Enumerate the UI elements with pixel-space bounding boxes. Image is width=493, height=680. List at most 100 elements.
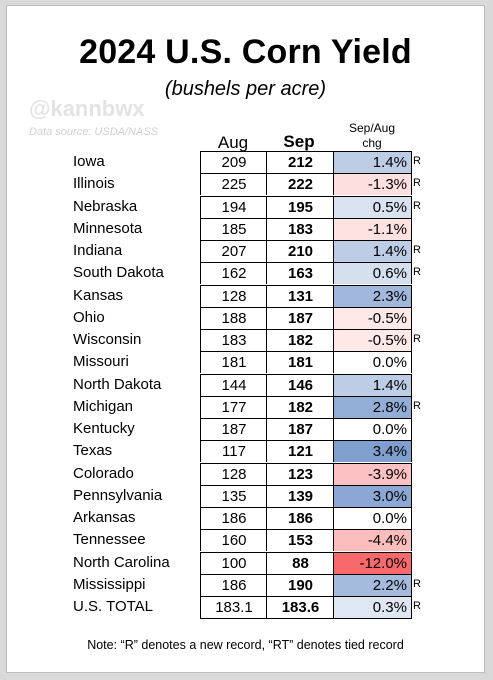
state-label: South Dakota [73, 264, 164, 282]
sep-yield-cell: 88 [266, 551, 334, 574]
state-label: Michigan [73, 397, 134, 415]
state-label: Wisconsin [73, 331, 142, 348]
change-cell: 0.0% [333, 418, 412, 440]
table-row: North Dakota 144 146 1.4% [7, 373, 486, 396]
sep-yield-cell: 183 [266, 217, 334, 240]
change-cell: 2.3% [333, 284, 412, 307]
state-label: Nebraska [73, 197, 138, 215]
sep-yield-cell: 187 [266, 306, 334, 329]
change-cell: 1.4% [333, 373, 412, 396]
aug-yield-cell: 100 [200, 551, 267, 574]
aug-yield-cell: 209 [200, 151, 267, 173]
table-row: Illinois 225 222 -1.3% R [7, 173, 486, 196]
aug-yield-cell: 181 [200, 351, 267, 374]
aug-yield-cell: 183.1 [200, 596, 267, 618]
change-cell: -4.4% [333, 529, 412, 552]
aug-yield-cell: 186 [200, 573, 267, 596]
state-label: Minnesota [73, 219, 143, 237]
record-flag: R [413, 600, 421, 612]
table-row: Pennsylvania 135 139 3.0% [7, 484, 486, 507]
state-label: North Dakota [73, 375, 162, 393]
sep-yield-cell: 182 [266, 329, 334, 351]
sep-yield-cell: 183.6 [266, 596, 334, 618]
sep-yield-cell: 131 [266, 284, 334, 307]
change-cell: 2.2% [333, 573, 412, 596]
sep-yield-cell: 195 [266, 195, 334, 218]
change-cell: 0.5% [333, 195, 412, 218]
state-label: Colorado [73, 464, 134, 482]
state-label: U.S. TOTAL [73, 598, 154, 615]
record-flag: R [413, 199, 421, 212]
aug-yield-cell: 188 [200, 306, 267, 329]
sep-yield-cell: 181 [266, 351, 334, 374]
record-flag: R [413, 155, 421, 167]
change-cell: 1.4% [333, 151, 412, 173]
change-cell: 1.4% [333, 240, 412, 262]
chart-title: 2024 U.S. Corn Yield [79, 33, 412, 71]
aug-yield-cell: 160 [200, 529, 267, 552]
table-row: Kentucky 187 187 0.0% [7, 418, 486, 440]
aug-yield-cell: 177 [200, 395, 267, 418]
table-row: Texas 117 121 3.4% [7, 440, 486, 463]
aug-yield-cell: 183 [200, 329, 267, 351]
state-label: Illinois [73, 175, 115, 193]
change-cell: -3.9% [333, 462, 412, 485]
state-label: Ohio [73, 308, 105, 326]
change-cell: 0.0% [333, 507, 412, 529]
sep-yield-cell: 182 [266, 395, 334, 418]
change-cell: 0.0% [333, 351, 412, 374]
aug-yield-cell: 225 [200, 173, 267, 196]
aug-yield-cell: 128 [200, 284, 267, 307]
change-cell: -1.1% [333, 217, 412, 240]
aug-yield-cell: 187 [200, 418, 267, 440]
state-label: Texas [73, 442, 113, 460]
aug-yield-cell: 144 [200, 373, 267, 396]
data-source: Data source: USDA/NASS [29, 126, 158, 138]
sep-yield-cell: 163 [266, 262, 334, 285]
table-row: Mississippi 186 190 2.2% R [7, 573, 486, 596]
table-row: U.S. TOTAL 183.1 183.6 0.3% R [7, 596, 486, 618]
aug-yield-cell: 207 [200, 240, 267, 262]
sep-yield-cell: 146 [266, 373, 334, 396]
state-label: Pennsylvania [73, 486, 163, 504]
sep-yield-cell: 210 [266, 240, 334, 262]
sep-yield-cell: 153 [266, 529, 334, 552]
aug-yield-cell: 117 [200, 440, 267, 463]
record-flag: R [413, 333, 421, 345]
record-flag: R [413, 244, 421, 256]
chart-subtitle: (bushels per acre) [164, 78, 327, 100]
record-flag: R [413, 177, 421, 190]
table-row: Kansas 128 131 2.3% [7, 284, 486, 307]
record-flag: R [413, 266, 421, 279]
state-label: Indiana [73, 242, 123, 259]
header-aug: Aug [217, 133, 249, 152]
change-cell: 3.4% [333, 440, 412, 463]
sep-yield-cell: 123 [266, 462, 334, 485]
sep-yield-cell: 139 [266, 484, 334, 507]
sep-yield-cell: 187 [266, 418, 334, 440]
table-row: Minnesota 185 183 -1.1% [7, 217, 486, 240]
change-cell: -12.0% [333, 551, 412, 574]
change-cell: 3.0% [333, 484, 412, 507]
state-label: North Carolina [73, 553, 170, 571]
header-sep: Sep [283, 132, 315, 151]
change-cell: -0.5% [333, 306, 412, 329]
header-change: Sep/Aug chg [333, 121, 411, 151]
change-cell: 0.3% [333, 596, 412, 618]
table-row: Wisconsin 183 182 -0.5% R [7, 329, 486, 351]
change-cell: 0.6% [333, 262, 412, 285]
footnote: Note: “R” denotes a new record, “RT” den… [87, 638, 404, 652]
aug-yield-cell: 135 [200, 484, 267, 507]
aug-yield-cell: 128 [200, 462, 267, 485]
table-row: South Dakota 162 163 0.6% R [7, 262, 486, 285]
change-cell: -1.3% [333, 173, 412, 196]
table-row: North Carolina 100 88 -12.0% [7, 551, 486, 574]
state-label: Missouri [73, 353, 129, 371]
sep-yield-cell: 121 [266, 440, 334, 463]
sep-yield-cell: 222 [266, 173, 334, 196]
sep-yield-cell: 212 [266, 151, 334, 173]
table-row: Ohio 188 187 -0.5% [7, 306, 486, 329]
state-label: Kansas [73, 286, 124, 304]
header-change-line1: Sep/Aug [348, 121, 396, 135]
table-row: Tennessee 160 153 -4.4% [7, 529, 486, 552]
